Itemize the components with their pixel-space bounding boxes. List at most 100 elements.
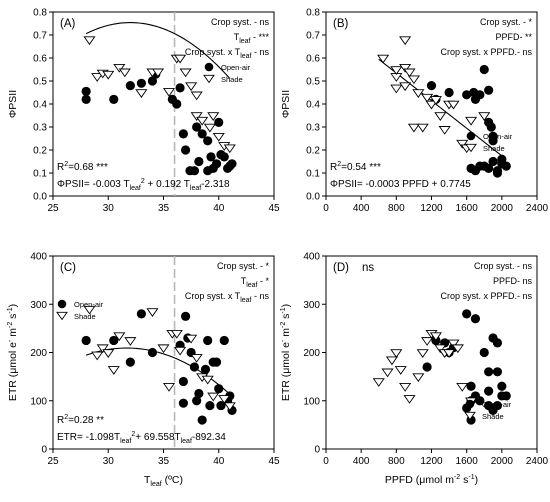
series-open-air — [81, 69, 237, 176]
data-point-open-air — [109, 94, 119, 104]
stat-annotation: Crop syst. x Tleaf - ns — [185, 47, 270, 60]
data-point-open-air — [444, 87, 454, 98]
data-point-shade — [438, 126, 451, 135]
significance-note: ns — [362, 262, 374, 274]
data-point-open-air — [426, 81, 437, 91]
data-point-shade — [91, 351, 104, 361]
data-point-open-air — [492, 338, 503, 348]
data-point-shade — [416, 123, 429, 133]
data-point-shade — [390, 84, 403, 94]
data-point-open-air — [484, 367, 494, 377]
legend-marker-shade — [203, 74, 215, 84]
r-squared: R2=0.68 *** — [57, 161, 108, 173]
data-point-shade — [385, 356, 398, 366]
y-tick-label: 0.4 — [306, 100, 320, 111]
x-tick-label: 30 — [103, 203, 115, 214]
data-point-open-air — [147, 347, 158, 358]
data-point-open-air — [501, 391, 511, 401]
x-tick-label: 35 — [158, 203, 170, 214]
y-axis-label: ΦPSII — [280, 90, 292, 118]
legend-marker-open-air — [466, 131, 476, 141]
series-shade — [377, 36, 491, 154]
x-tick-label: 45 — [268, 456, 280, 467]
x-tick-label: 2400 — [526, 203, 549, 214]
x-tick-label: 1600 — [456, 456, 479, 467]
data-point-shade — [107, 366, 120, 375]
data-point-shade — [207, 392, 220, 402]
legend-label: Open-air — [482, 400, 512, 409]
data-point-open-air — [200, 364, 211, 374]
data-point-open-air — [178, 398, 188, 408]
data-point-open-air — [178, 376, 188, 387]
data-point-open-air — [462, 90, 472, 100]
panel-b: 0 400 800 1200 1600 2000 2400 0.0 0.1 0.2 0.3 0.4 0.… — [280, 8, 549, 215]
data-point-shade — [443, 349, 456, 358]
data-point-shade — [451, 344, 464, 354]
legend-marker-shade — [56, 311, 68, 321]
data-point-open-air — [147, 76, 158, 86]
legend: Open-air Shade — [56, 299, 104, 321]
x-tick-label: 1200 — [420, 456, 443, 467]
data-point-shade — [207, 112, 220, 121]
series-shade — [83, 36, 236, 154]
regression-equation: ETR= -1.098Tleaf2+ 69.558Tleaf-892.34 — [57, 431, 226, 445]
y-tick-label: 0.7 — [306, 31, 320, 42]
data-point-open-air — [497, 154, 507, 164]
legend-label: Open-air — [221, 63, 251, 72]
data-point-shade — [96, 344, 109, 354]
data-point-shade — [83, 36, 96, 46]
x-tick-label: 35 — [158, 456, 170, 467]
y-tick-label: 0.4 — [33, 100, 47, 111]
data-point-shade — [403, 68, 416, 78]
data-point-open-air — [219, 335, 229, 346]
data-point-shade — [203, 123, 216, 133]
data-point-shade — [434, 344, 447, 354]
data-point-open-air — [197, 129, 207, 139]
stat-annotation: Crop syst. - ns — [211, 17, 270, 27]
data-point-shade — [390, 66, 403, 75]
data-point-shade — [456, 139, 469, 149]
x-tick-label: 0 — [323, 456, 329, 467]
data-point-open-air — [484, 163, 494, 173]
data-point-open-air — [197, 415, 207, 425]
data-point-shade — [421, 337, 434, 346]
data-point-open-air — [492, 168, 503, 178]
y-tick-label: 0.2 — [306, 146, 320, 157]
legend-marker-shade — [464, 411, 476, 421]
legend-label: Shade — [482, 412, 504, 421]
data-point-shade — [157, 344, 170, 354]
x-tick-label: 30 — [103, 456, 115, 467]
stat-annotation: Crop syst. x PPFD.- ns — [440, 47, 532, 57]
data-point-open-air — [470, 314, 481, 324]
data-point-shade — [399, 82, 412, 92]
data-point-shade — [416, 349, 429, 358]
data-point-open-air — [109, 335, 119, 346]
legend: Open-air Shade — [464, 399, 512, 421]
x-tick-label: 40 — [213, 456, 225, 467]
stat-annotation: PPFD- ** — [495, 32, 532, 42]
data-point-shade — [218, 395, 231, 404]
data-point-open-air — [501, 161, 511, 171]
y-tick-label: 200 — [30, 348, 47, 359]
data-point-shade — [381, 368, 394, 378]
data-point-open-air — [475, 90, 485, 100]
y-tick-label: 400 — [30, 252, 47, 263]
y-axis-label: ETR (μmol e- m-2 s-1) — [280, 304, 292, 401]
stat-annotation: Crop syst. - * — [480, 17, 533, 27]
y-tick-label: 0.8 — [306, 8, 320, 19]
legend-marker-shade — [465, 143, 477, 153]
data-point-open-air — [488, 156, 498, 167]
data-point-open-air — [175, 83, 185, 93]
data-point-shade — [196, 116, 209, 126]
data-point-shade — [201, 375, 214, 385]
data-point-open-air — [211, 159, 222, 169]
data-point-shade — [113, 332, 126, 342]
y-axis-label: ETR (μmol e- m-2 s-1) — [7, 304, 19, 401]
data-point-shade — [190, 354, 203, 363]
data-point-shade — [102, 70, 115, 80]
data-point-open-air — [211, 357, 222, 367]
y-tick-label: 0.0 — [33, 192, 47, 203]
data-point-open-air — [214, 384, 224, 394]
x-tick-label: 400 — [353, 456, 370, 467]
data-point-shade — [412, 89, 425, 98]
